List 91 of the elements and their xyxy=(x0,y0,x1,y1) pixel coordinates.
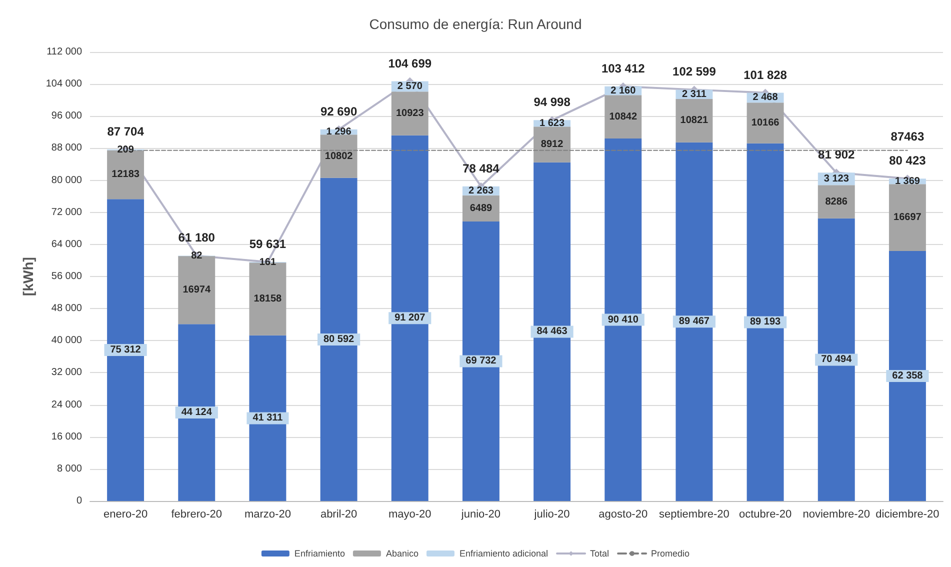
data-label: 78 484 xyxy=(462,161,500,176)
y-tick-label: 96 000 xyxy=(51,110,82,122)
data-label: 102 599 xyxy=(672,64,716,79)
legend-label: Promedio xyxy=(651,548,690,558)
data-label: 69 732 xyxy=(466,356,497,367)
data-label: 1 369 xyxy=(894,176,920,187)
x-tick-label: mayo-20 xyxy=(388,508,432,520)
data-label: 10842 xyxy=(609,111,638,122)
data-label: 1 296 xyxy=(326,126,352,138)
data-label: 103 412 xyxy=(601,61,646,76)
y-tick-label: 112 000 xyxy=(46,46,82,58)
data-label: 87 704 xyxy=(107,124,144,138)
legend-label: Abanico xyxy=(386,548,418,558)
data-label: 89 193 xyxy=(750,316,782,328)
chart-title: Consumo de energía: Run Around xyxy=(369,16,582,32)
x-tick-label: septiembre-20 xyxy=(659,508,730,520)
data-label: 90 410 xyxy=(608,314,639,326)
bar xyxy=(320,134,358,178)
data-label: 84 463 xyxy=(536,326,568,338)
data-label: 3 123 xyxy=(824,173,850,184)
y-tick-label: 40 000 xyxy=(51,335,82,346)
x-tick-label: noviembre-20 xyxy=(802,508,870,520)
y-tick-label: 64 000 xyxy=(51,238,82,250)
data-label: 209 xyxy=(117,144,134,156)
y-tick-label: 48 000 xyxy=(51,303,82,314)
data-label: 87463 xyxy=(890,129,924,144)
x-tick-label: marzo-20 xyxy=(244,508,291,520)
x-tick-label: enero-20 xyxy=(104,508,148,520)
y-tick-label: 32 000 xyxy=(51,367,82,378)
data-label: 82 xyxy=(191,250,203,262)
data-label: 59 631 xyxy=(249,236,286,251)
data-label: 8912 xyxy=(540,139,564,150)
x-tick-label: abril-20 xyxy=(320,508,358,520)
bar xyxy=(676,98,713,142)
legend-label: Total xyxy=(590,548,610,558)
x-tick-label: diciembre-20 xyxy=(876,508,940,520)
data-label: 44 124 xyxy=(181,407,212,418)
legend-label: Enfriamiento adicional xyxy=(459,548,548,558)
data-label: 92 690 xyxy=(320,104,358,118)
data-label: 101 828 xyxy=(744,68,788,82)
data-label: 70 494 xyxy=(821,354,852,366)
data-label: 80 423 xyxy=(889,154,926,168)
data-label: 2 311 xyxy=(682,88,707,100)
data-label: 81 902 xyxy=(818,148,856,162)
data-label: 75 312 xyxy=(110,344,142,356)
data-label: 61 180 xyxy=(178,230,216,245)
data-label: 10923 xyxy=(396,108,424,119)
data-label: 89 467 xyxy=(678,316,710,328)
x-tick-label: junio-20 xyxy=(460,508,501,520)
data-label: 10821 xyxy=(680,115,709,126)
data-label: 10166 xyxy=(751,118,780,129)
data-label: 16974 xyxy=(182,284,211,296)
data-label: 6489 xyxy=(470,202,493,214)
data-label: 1 623 xyxy=(540,118,565,129)
y-tick-label: 104 000 xyxy=(46,78,82,90)
bar xyxy=(888,184,926,252)
data-label: 12183 xyxy=(112,169,140,180)
data-label: 10802 xyxy=(324,150,354,162)
data-label: 8286 xyxy=(825,196,848,208)
y-axis-title: [kWh] xyxy=(20,257,36,296)
data-label: 161 xyxy=(259,256,276,268)
y-tick-label: 72 000 xyxy=(51,206,82,218)
data-label: 41 311 xyxy=(252,412,284,424)
y-tick-label: 8 000 xyxy=(56,463,82,474)
x-tick-label: octubre-20 xyxy=(738,508,792,520)
y-tick-label: 24 000 xyxy=(51,399,82,410)
x-tick-label: febrero-20 xyxy=(171,508,222,520)
legend-label: Enfriamiento xyxy=(294,548,345,558)
y-tick-label: 80 000 xyxy=(51,174,82,186)
data-label: 2 468 xyxy=(752,92,778,104)
x-tick-label: agosto-20 xyxy=(598,508,648,520)
y-tick-label: 16 000 xyxy=(51,431,82,442)
bar xyxy=(818,185,855,218)
data-label: 91 207 xyxy=(394,312,426,324)
data-label: 2 570 xyxy=(397,80,423,92)
data-label: 62 358 xyxy=(892,370,924,382)
bar xyxy=(534,126,571,162)
x-tick-label: julio-20 xyxy=(533,508,570,520)
bar xyxy=(604,95,642,139)
data-label: 18158 xyxy=(254,293,282,304)
y-tick-label: 0 xyxy=(76,496,82,506)
y-tick-label: 56 000 xyxy=(51,271,82,282)
data-label: 16697 xyxy=(894,212,922,224)
data-label: 94 998 xyxy=(534,95,571,110)
bar xyxy=(746,102,784,144)
data-label: 2 263 xyxy=(468,185,494,196)
y-tick-label: 88 000 xyxy=(51,142,82,154)
data-label: 2 160 xyxy=(610,85,636,96)
data-label: 80 592 xyxy=(323,334,355,345)
bar xyxy=(391,92,428,136)
data-label: 104 699 xyxy=(388,56,432,70)
